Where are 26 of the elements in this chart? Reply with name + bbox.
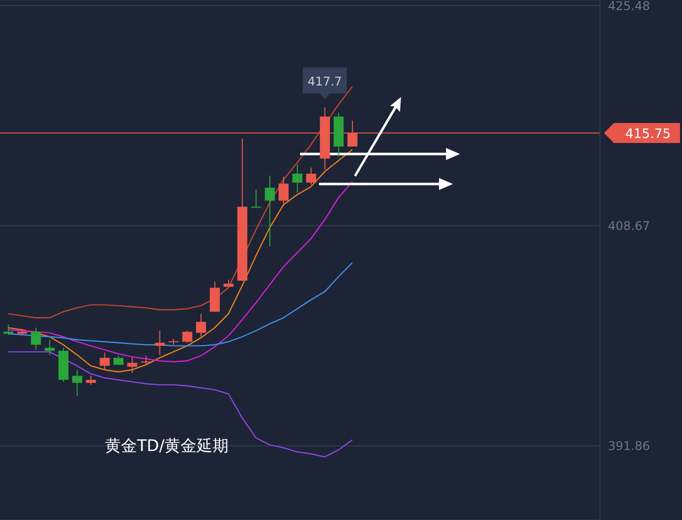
candlestick [30, 327, 41, 350]
candlestick [196, 313, 206, 338]
line-series [8, 181, 353, 362]
candlestick [44, 339, 55, 356]
candlestick [264, 175, 275, 248]
candlestick [72, 369, 82, 396]
candlestick [154, 330, 165, 356]
candlestick [210, 281, 220, 312]
text: 黄金TD/黄金延期 [105, 436, 228, 457]
candlestick [306, 167, 316, 186]
candlestick [113, 355, 124, 366]
candlestick [251, 189, 262, 208]
candlestick [182, 330, 192, 344]
candlestick [127, 356, 138, 374]
y-tick-label: 425.48 [608, 0, 650, 13]
annotation: 417.7 [308, 74, 342, 88]
y-tick-label: 391.86 [608, 439, 650, 454]
y-tick-label: 408.67 [608, 218, 650, 233]
line-series [8, 86, 353, 318]
candlestick [100, 352, 110, 370]
ref-line-label: 415.75 [625, 126, 671, 142]
line-series [8, 148, 353, 372]
candlestick [140, 355, 151, 366]
candlestick [86, 375, 96, 386]
candlestick [292, 164, 302, 194]
candlestick [278, 176, 289, 206]
